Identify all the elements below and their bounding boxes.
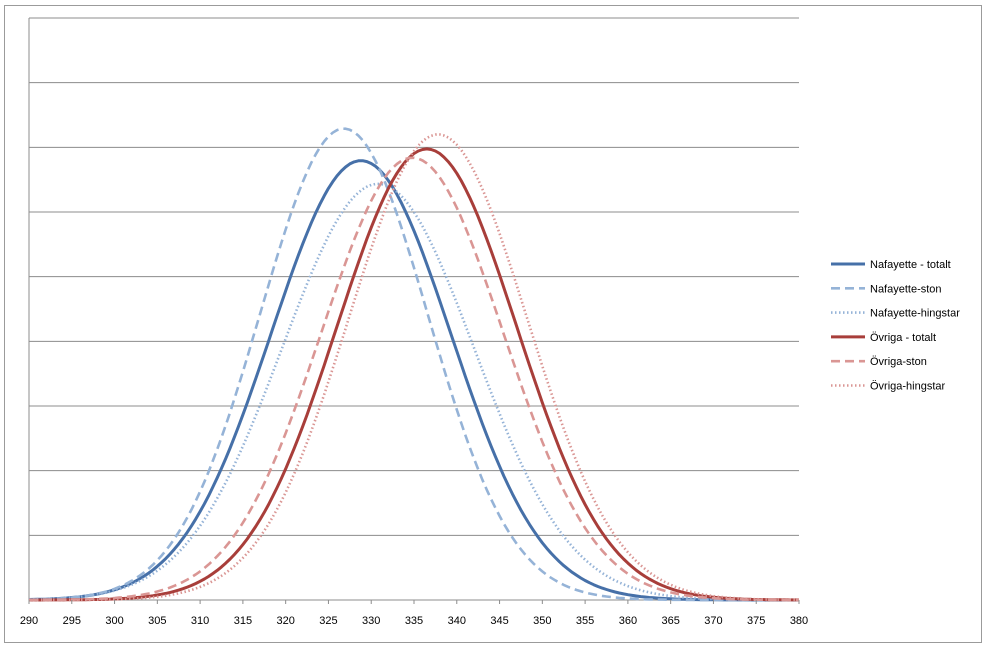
x-tick-label: 330 (362, 615, 380, 627)
series-line (29, 147, 799, 602)
series-line (28, 127, 799, 602)
x-tick-label: 320 (276, 615, 294, 627)
legend-label: Övriga-hingstar (870, 381, 946, 393)
series-line (29, 133, 800, 602)
gridlines (29, 17, 799, 536)
chart-area (4, 5, 982, 643)
legend-label: Nafayette-ston (870, 283, 942, 295)
x-tick-label: 365 (661, 615, 679, 627)
x-tick-label: 295 (63, 615, 81, 627)
x-tick-label: 340 (448, 615, 466, 627)
x-tick-label: 360 (619, 615, 637, 627)
axes (28, 18, 799, 601)
series-lines (28, 127, 800, 602)
x-tick-label: 315 (234, 615, 252, 627)
legend-label: Övriga - totalt (870, 332, 936, 344)
x-tick-labels: 290 295 300 305 310 315 320 325 330 335 340 345 350 3… (20, 600, 808, 627)
series-line (29, 156, 800, 602)
x-tick-label: 380 (790, 615, 808, 627)
x-tick-label: 300 (105, 615, 123, 627)
series-line (28, 159, 799, 602)
legend-label: Nafayette-hingstar (870, 308, 960, 320)
x-tick-label: 350 (533, 615, 551, 627)
series-line (28, 182, 799, 602)
x-tick-label: 290 (20, 615, 38, 627)
x-tick-label: 375 (747, 615, 765, 627)
x-tick-label: 345 (490, 615, 508, 627)
legend-label: Övriga-ston (870, 356, 927, 368)
x-tick-label: 355 (576, 615, 594, 627)
x-tick-label: 335 (405, 615, 423, 627)
legend: Nafayette - totalt Nafayette-ston Nafayett… (831, 259, 960, 393)
x-tick-label: 325 (319, 615, 337, 627)
x-tick-label: 310 (191, 615, 209, 627)
legend-label: Nafayette - totalt (870, 259, 951, 271)
x-tick-label: 370 (704, 615, 722, 627)
x-tick-label: 305 (148, 615, 166, 627)
